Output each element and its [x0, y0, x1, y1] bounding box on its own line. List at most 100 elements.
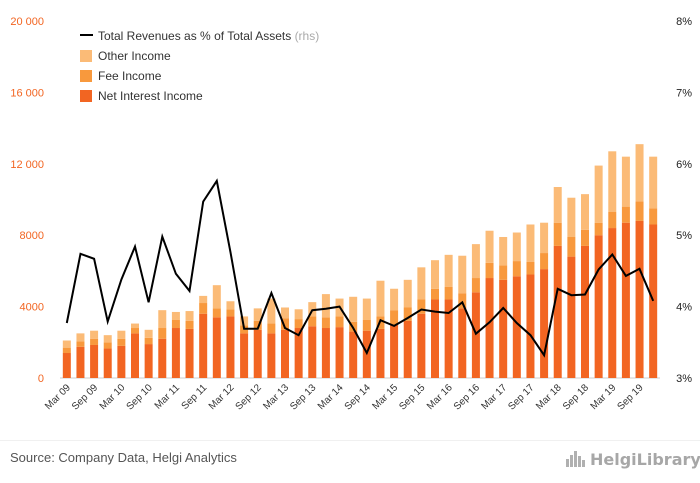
bar-segment [253, 329, 262, 378]
y-left-tick-label: 16 000 [10, 87, 44, 99]
y-right-tick-label: 8% [676, 16, 692, 28]
x-tick-label: Mar 13 [261, 382, 291, 412]
city-skyline-icon [566, 451, 585, 467]
brand-name: HelgiLibrary [590, 449, 700, 469]
bar-segment [485, 262, 494, 279]
bar-segment [499, 236, 508, 266]
x-tick-label: Mar 10 [98, 382, 128, 412]
bar-segment [76, 346, 85, 378]
bar-segment [90, 344, 99, 378]
bar-segment [267, 333, 276, 378]
legend-line-label: Total Revenues as % of Total Assets (rhs… [98, 29, 319, 43]
bar-segment [512, 232, 521, 262]
bar-segment [417, 267, 426, 300]
bar-segment [431, 260, 439, 289]
bar-segment [390, 288, 399, 311]
bar-segment [335, 316, 344, 328]
bar-segment [403, 279, 412, 308]
bar-segment [649, 224, 658, 378]
bar-segment [212, 285, 221, 309]
bar-segment [458, 308, 467, 378]
bar-segment [553, 245, 562, 378]
bar-segment [567, 236, 576, 257]
bar-segment [117, 345, 126, 378]
bar-segment [199, 295, 208, 304]
bar-segment [308, 326, 317, 378]
x-tick-label: Sep 16 [452, 382, 482, 412]
bar-segment [390, 324, 399, 378]
x-tick-label: Mar 16 [425, 382, 455, 412]
x-tick-label: Sep 19 [615, 382, 645, 412]
bar-segment [158, 338, 167, 378]
bar-segment [621, 156, 630, 207]
bar-segment [321, 328, 330, 378]
bar-segment [485, 230, 494, 263]
bar-segment [512, 276, 521, 378]
bar-segment [226, 309, 235, 317]
x-tick-label: Sep 10 [125, 382, 155, 412]
bar-segment [131, 328, 139, 334]
bar-segment [131, 333, 139, 378]
bar-segment [281, 329, 289, 378]
bar-segment [444, 254, 453, 287]
bar-segment [431, 288, 439, 300]
x-tick-label: Mar 18 [534, 382, 564, 412]
bar-segment [540, 269, 549, 378]
bar-segment [144, 344, 153, 378]
bar-segment [526, 224, 535, 262]
bar-segment [90, 338, 99, 345]
bar-segment [444, 286, 453, 300]
legend-nii-swatch [80, 90, 92, 102]
bar-segment [103, 348, 112, 378]
bar-segment [608, 228, 617, 378]
bar-segment [267, 298, 276, 324]
bar-segment [362, 298, 371, 320]
bar-segment [499, 265, 508, 280]
x-tick-label: Sep 09 [70, 382, 100, 412]
bar-segment [103, 342, 112, 349]
bar-segment [144, 337, 153, 345]
bar-segment [649, 208, 658, 225]
bar-segment [117, 338, 126, 346]
bar-segment [540, 222, 549, 254]
bar-segment [281, 307, 289, 319]
bar-segment [376, 280, 385, 317]
left-axis: 0 4000 8000 12 000 16 000 20 000 [10, 16, 44, 385]
bar-segment [608, 211, 617, 229]
bar-segment [171, 311, 180, 320]
bar-segment [294, 328, 303, 378]
bar-segment [253, 308, 262, 321]
bar-segment [621, 206, 630, 223]
x-tick-label: Mar 11 [153, 382, 183, 412]
y-left-tick-label: 4000 [20, 302, 44, 314]
bar-segment [158, 310, 167, 329]
legend-other-swatch [80, 50, 92, 62]
bar-segment [526, 274, 535, 378]
bar-segment [362, 319, 371, 331]
bar-segment [553, 222, 562, 246]
bar-segment [185, 320, 194, 329]
bar-segment [458, 293, 467, 309]
y-right-tick-label: 3% [676, 373, 692, 385]
x-tick-label: Mar 17 [480, 382, 510, 412]
y-left-tick-label: 8000 [20, 230, 44, 242]
bar-segment [199, 303, 208, 314]
y-right-tick-label: 5% [676, 230, 692, 242]
bar-segment [349, 331, 358, 378]
bar-segment [594, 222, 603, 236]
bar-segment [444, 299, 453, 378]
y-left-tick-label: 0 [38, 373, 44, 385]
bar-segment [512, 261, 521, 277]
bar-segment [267, 323, 276, 334]
bar-segment [294, 319, 303, 329]
bar-segment [308, 316, 317, 327]
bar-segment [321, 294, 330, 318]
bar-segment [499, 279, 508, 378]
bar-segment [594, 235, 603, 378]
bar-segment [212, 317, 221, 378]
bar-segment [485, 278, 494, 378]
bar-segment [62, 340, 71, 348]
right-axis: 3% 4% 5% 6% 7% 8% [676, 16, 692, 385]
